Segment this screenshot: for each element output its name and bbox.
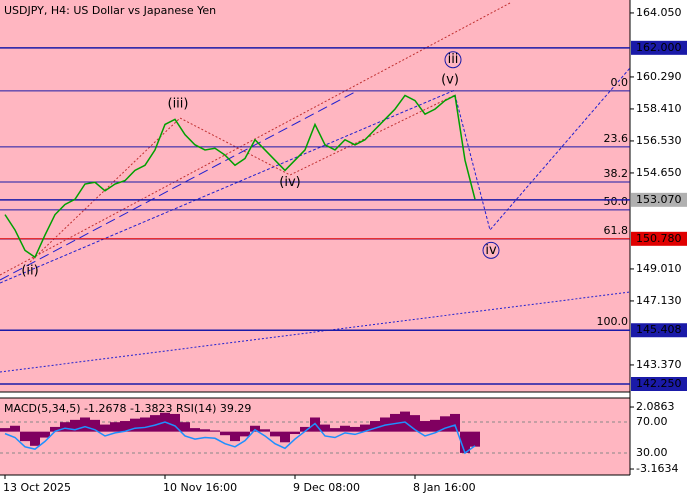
y2-tick-label: 2.0863	[636, 400, 675, 413]
y-tick-label: 149.010	[636, 262, 682, 275]
indicator-title: MACD(5,34,5) -1.2678 -1.3823 RSI(14) 39.…	[4, 402, 251, 415]
macd-bar	[110, 422, 120, 432]
y-tick-label: 154.650	[636, 166, 682, 179]
macd-bar	[170, 413, 180, 432]
price-box	[631, 377, 687, 391]
x-tick-label: 13 Oct 2025	[3, 481, 71, 494]
macd-bar	[290, 431, 300, 435]
price-box	[631, 192, 687, 207]
chart-title: USDJPY, H4: US Dollar vs Japanese Yen	[4, 4, 216, 17]
price-label: 162.000	[636, 41, 682, 54]
macd-bar	[200, 429, 210, 432]
channel	[0, 89, 456, 284]
y-tick-label: 30.00	[636, 446, 668, 459]
channel	[0, 291, 631, 373]
macd-bar	[320, 424, 330, 432]
wave-label: (iv)	[279, 175, 300, 190]
price-label: 150.780	[636, 232, 682, 245]
macd-bar	[260, 429, 270, 432]
rsi-line	[4, 421, 476, 455]
y-tick-label: 147.130	[636, 294, 682, 307]
wave-label: iii	[448, 52, 459, 67]
macd-bar	[420, 421, 430, 432]
fib-label: 38.2	[604, 167, 629, 180]
macd-bar	[280, 431, 290, 443]
macd-bar	[140, 417, 150, 432]
macd-bar	[370, 421, 380, 432]
price-box	[631, 231, 687, 246]
macd-bar	[350, 426, 360, 432]
macd-bar	[150, 415, 160, 432]
y-tick-label: 156.530	[636, 134, 682, 147]
fib-label: 23.6	[604, 132, 629, 145]
y-tick-label: 143.370	[636, 358, 682, 371]
fib-label: 61.8	[604, 224, 629, 237]
macd-bar	[20, 431, 30, 442]
forecast	[454, 67, 631, 232]
price-line	[4, 94, 476, 259]
macd-bar	[470, 431, 480, 447]
macd-bar	[60, 422, 70, 432]
macd-bar	[100, 424, 110, 432]
macd-bar	[440, 416, 450, 432]
wave-label: (iii)	[168, 97, 189, 112]
price-label: 142.250	[636, 377, 682, 390]
plot-bg	[0, 0, 630, 392]
wave-label: (ii)	[21, 263, 38, 278]
macd-bar	[130, 418, 140, 432]
wave-circle	[482, 241, 500, 259]
macd-bar	[340, 425, 350, 432]
price-label: 145.408	[636, 323, 682, 336]
price-box	[631, 40, 687, 55]
macd-bar	[430, 419, 440, 432]
wave-circle	[444, 51, 462, 69]
macd-bar	[360, 424, 370, 432]
macd-bar	[80, 417, 90, 432]
fib-label: 50.0	[604, 195, 629, 208]
macd-bar	[180, 422, 190, 432]
macd-bar	[50, 426, 60, 432]
fib-label: 0.0	[611, 76, 629, 89]
fib-label: 100.0	[597, 315, 629, 328]
y-tick-label: 70.00	[636, 415, 668, 428]
y-tick-label: 160.290	[636, 70, 682, 83]
macd-bar	[210, 430, 220, 432]
macd-bar	[390, 413, 400, 432]
macd-bar	[70, 419, 80, 432]
macd-bar	[90, 419, 100, 432]
price-box	[631, 323, 687, 338]
macd-bar	[230, 431, 240, 442]
macd-bar	[0, 428, 10, 432]
macd-bar	[270, 431, 280, 437]
y-tick-label: 158.410	[636, 102, 682, 115]
channel	[0, 91, 356, 281]
x-tick-label: 10 Nov 16:00	[163, 481, 237, 494]
macd-bar	[220, 431, 230, 436]
macd-bar	[120, 421, 130, 432]
macd-bar	[30, 431, 40, 446]
y2-tick-label: -3.1634	[636, 462, 678, 475]
macd-bar	[190, 428, 200, 432]
macd-bar	[10, 425, 20, 432]
macd-bar	[450, 413, 460, 432]
macd-bar	[330, 428, 340, 432]
macd-bar	[250, 425, 260, 432]
wave-label: (v)	[441, 73, 459, 88]
x-tick-label: 8 Jan 16:00	[413, 481, 476, 494]
y-tick-label: 164.050	[636, 6, 682, 19]
macd-bar	[460, 431, 470, 453]
x-tick-label: 9 Dec 08:00	[293, 481, 360, 494]
macd-bar	[40, 431, 50, 438]
wave-label: iv	[485, 243, 497, 258]
macd-bar	[300, 426, 310, 432]
macd-bar	[410, 415, 420, 432]
price-label: 153.070	[636, 193, 682, 206]
macd-bar	[240, 431, 250, 437]
